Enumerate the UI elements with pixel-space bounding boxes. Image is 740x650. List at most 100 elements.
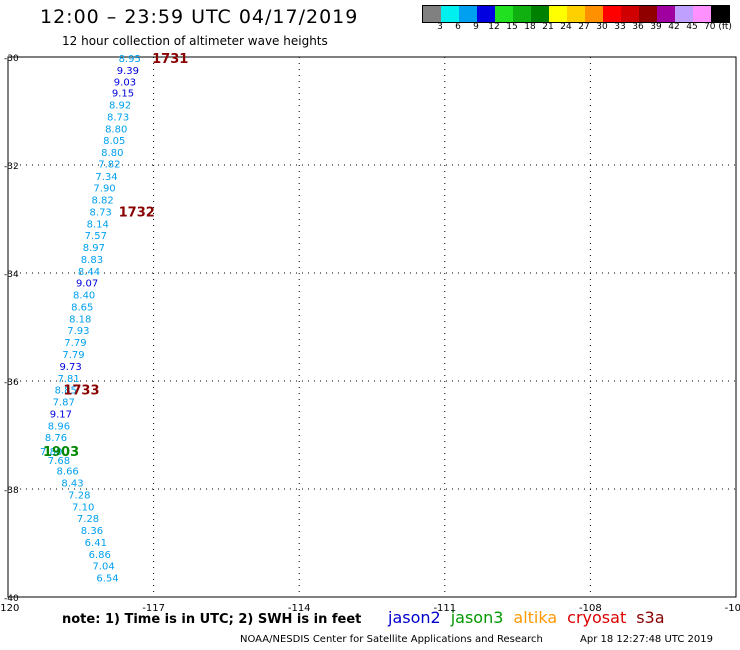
colorbar-tick-label: 9 [473, 22, 479, 32]
wave-height-label: 8.18 [69, 314, 91, 325]
colorbar-swatch [531, 6, 549, 22]
colorbar-tick-label: 18 [524, 22, 536, 32]
colorbar-tick-label: 30 [596, 22, 608, 32]
wave-height-label: 8.14 [87, 219, 109, 230]
x-tick-label: -111 [433, 603, 456, 614]
satellite-legend-item: jason3 [450, 608, 504, 627]
satellite-legend-item: jason2 [388, 608, 441, 627]
colorbar-labels: 3 6 9 12 15 18 21 24 27 30 33 36 39 42 45 70 (ft) [422, 22, 738, 34]
satellite-legend: jason2 jason3 altika cryosat s3a [388, 608, 675, 627]
colorbar-tick-label: 3 [437, 22, 443, 32]
wave-height-label: 8.95 [119, 54, 141, 65]
wave-height-label: 7.57 [85, 231, 107, 242]
colorbar-swatch [513, 6, 531, 22]
wave-height-label: 8.92 [109, 101, 131, 112]
wave-height-label: 7.28 [68, 490, 90, 501]
colorbar [422, 5, 730, 23]
y-tick-label: -38 [4, 486, 19, 496]
wave-height-label: 7.04 [92, 562, 114, 573]
footer-timestamp: Apr 18 12:27:48 UTC 2019 [580, 634, 713, 645]
colorbar-swatch [459, 6, 477, 22]
wave-height-label: 9.17 [50, 409, 72, 420]
colorbar-tick-label: 70 (ft) [704, 22, 732, 32]
colorbar-tick-label: 33 [614, 22, 626, 32]
chart-subtitle: 12 hour collection of altimeter wave hei… [62, 34, 328, 48]
colorbar-tick-label: 27 [578, 22, 590, 32]
colorbar-tick-label: 24 [560, 22, 572, 32]
x-tick-label: -108 [579, 603, 602, 614]
wave-height-label: 7.87 [53, 398, 75, 409]
colorbar-swatch [567, 6, 585, 22]
satellite-legend-item: altika [513, 608, 558, 627]
wave-height-label: 8.65 [71, 302, 93, 313]
wave-height-label: 8.80 [101, 148, 123, 159]
y-tick-label: -30 [4, 54, 19, 64]
time-label: 1903 [43, 445, 79, 460]
wave-height-label: 9.15 [112, 89, 134, 100]
x-tick-label: -117 [142, 603, 165, 614]
wave-height-label: 8.83 [81, 255, 103, 266]
wave-height-label: 7.28 [77, 514, 99, 525]
wave-height-label: 8.73 [90, 207, 112, 218]
satellite-legend-item: cryosat [567, 608, 627, 627]
wave-height-label: 7.93 [67, 326, 89, 337]
x-tick-label: -120 [0, 603, 19, 614]
colorbar-swatch [441, 6, 459, 22]
colorbar-tick-label: 6 [455, 22, 461, 32]
wave-height-label: 8.96 [48, 421, 70, 432]
colorbar-swatch [675, 6, 693, 22]
colorbar-swatch [477, 6, 495, 22]
y-tick-label: -32 [4, 162, 19, 172]
colorbar-tick-label: 39 [650, 22, 662, 32]
y-tick-label: -40 [4, 594, 19, 604]
colorbar-tick-label: 36 [632, 22, 644, 32]
wave-height-label: 8.85 [55, 386, 77, 397]
wave-height-label: 7.34 [95, 172, 117, 183]
wave-height-label: 8.82 [91, 196, 113, 207]
footer-credit: NOAA/NESDIS Center for Satellite Applica… [240, 634, 543, 645]
wave-height-label: 8.97 [83, 243, 105, 254]
wave-height-label: 8.80 [105, 124, 127, 135]
wave-height-label: 9.39 [117, 66, 139, 77]
wave-height-label: 9.03 [114, 77, 136, 88]
colorbar-swatch [621, 6, 639, 22]
chart-title: 12:00 – 23:59 UTC 04/17/2019 [40, 6, 359, 28]
wave-height-label: 8.44 [78, 267, 100, 278]
wave-height-label: 8.43 [61, 479, 83, 490]
colorbar-tick-label: 21 [542, 22, 554, 32]
wave-height-label: 8.73 [107, 112, 129, 123]
x-tick-label: -105 [725, 603, 740, 614]
colorbar-swatch [495, 6, 513, 22]
wave-height-label: 9.07 [76, 279, 98, 290]
colorbar-swatch [657, 6, 675, 22]
note-text: note: 1) Time is in UTC; 2) SWH is in fe… [62, 612, 362, 627]
colorbar-swatch [549, 6, 567, 22]
y-tick-label: -34 [4, 270, 19, 280]
colorbar-swatch [585, 6, 603, 22]
wave-height-label: 7.10 [72, 502, 94, 513]
colorbar-tick-label: 42 [668, 22, 680, 32]
time-label: 1731 [152, 52, 188, 67]
wave-height-label: 7.79 [62, 350, 84, 361]
y-tick-label: -36 [4, 378, 19, 388]
colorbar-tick-label: 12 [488, 22, 500, 32]
wave-height-label: 7.68 [48, 456, 70, 467]
wave-height-label: 7.82 [98, 159, 120, 170]
colorbar-swatch [711, 6, 729, 22]
wave-height-label: 7.90 [93, 184, 115, 195]
x-tick-label: -114 [288, 603, 311, 614]
wave-height-label: 6.86 [89, 550, 111, 561]
colorbar-swatch [693, 6, 711, 22]
wave-height-label: 7.79 [64, 338, 86, 349]
wave-height-label: 6.41 [85, 538, 107, 549]
wave-height-label: 8.76 [45, 433, 67, 444]
wave-height-label: 8.40 [73, 291, 95, 302]
time-label: 1733 [63, 384, 99, 399]
colorbar-swatch [423, 6, 441, 22]
colorbar-tick-label: 45 [686, 22, 698, 32]
wave-height-label: 6.54 [96, 574, 118, 585]
wave-height-label: 8.05 [103, 136, 125, 147]
wave-height-label: 8.36 [81, 526, 103, 537]
wave-height-label: 7.80 [40, 447, 62, 458]
